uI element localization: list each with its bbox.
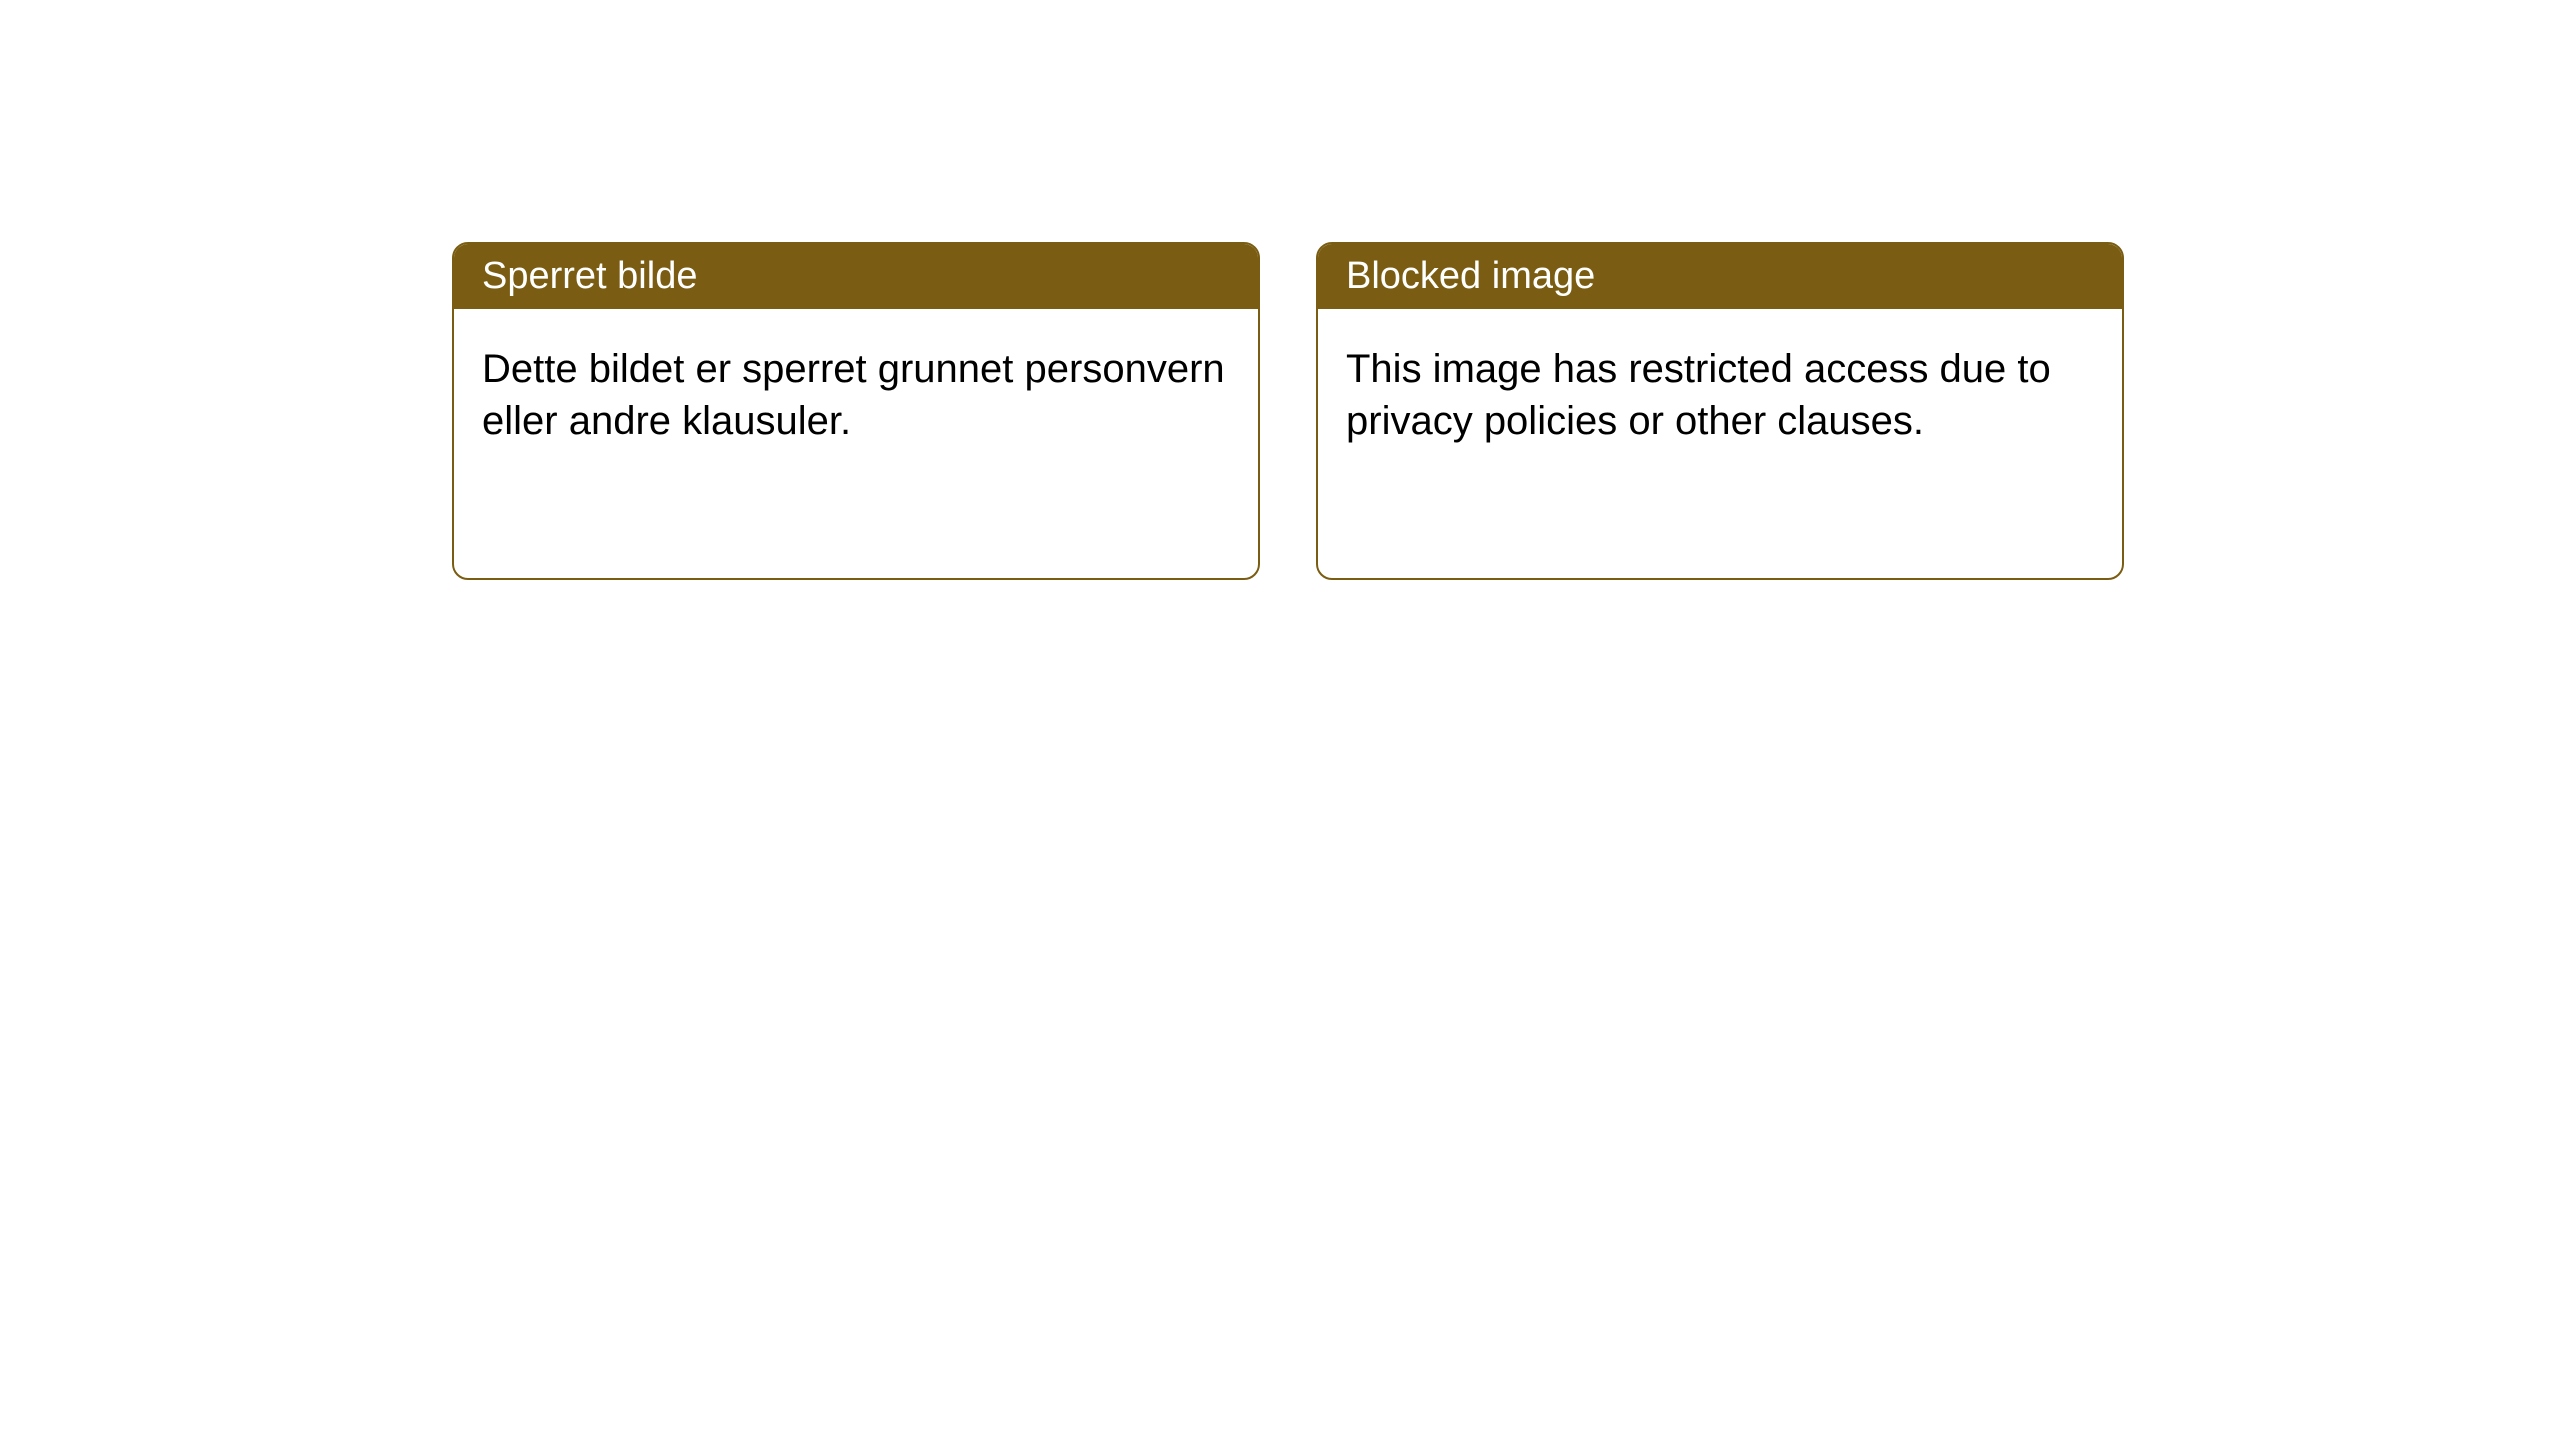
blocked-image-card-norwegian: Sperret bilde Dette bildet er sperret gr…: [452, 242, 1260, 580]
card-title: Sperret bilde: [482, 255, 697, 297]
card-message: Dette bildet er sperret grunnet personve…: [482, 347, 1225, 443]
card-body: Dette bildet er sperret grunnet personve…: [454, 309, 1258, 481]
card-message: This image has restricted access due to …: [1346, 347, 2051, 443]
card-title: Blocked image: [1346, 255, 1595, 297]
card-body: This image has restricted access due to …: [1318, 309, 2122, 481]
card-header: Blocked image: [1318, 244, 2122, 309]
notice-container: Sperret bilde Dette bildet er sperret gr…: [0, 0, 2560, 580]
card-header: Sperret bilde: [454, 244, 1258, 309]
blocked-image-card-english: Blocked image This image has restricted …: [1316, 242, 2124, 580]
